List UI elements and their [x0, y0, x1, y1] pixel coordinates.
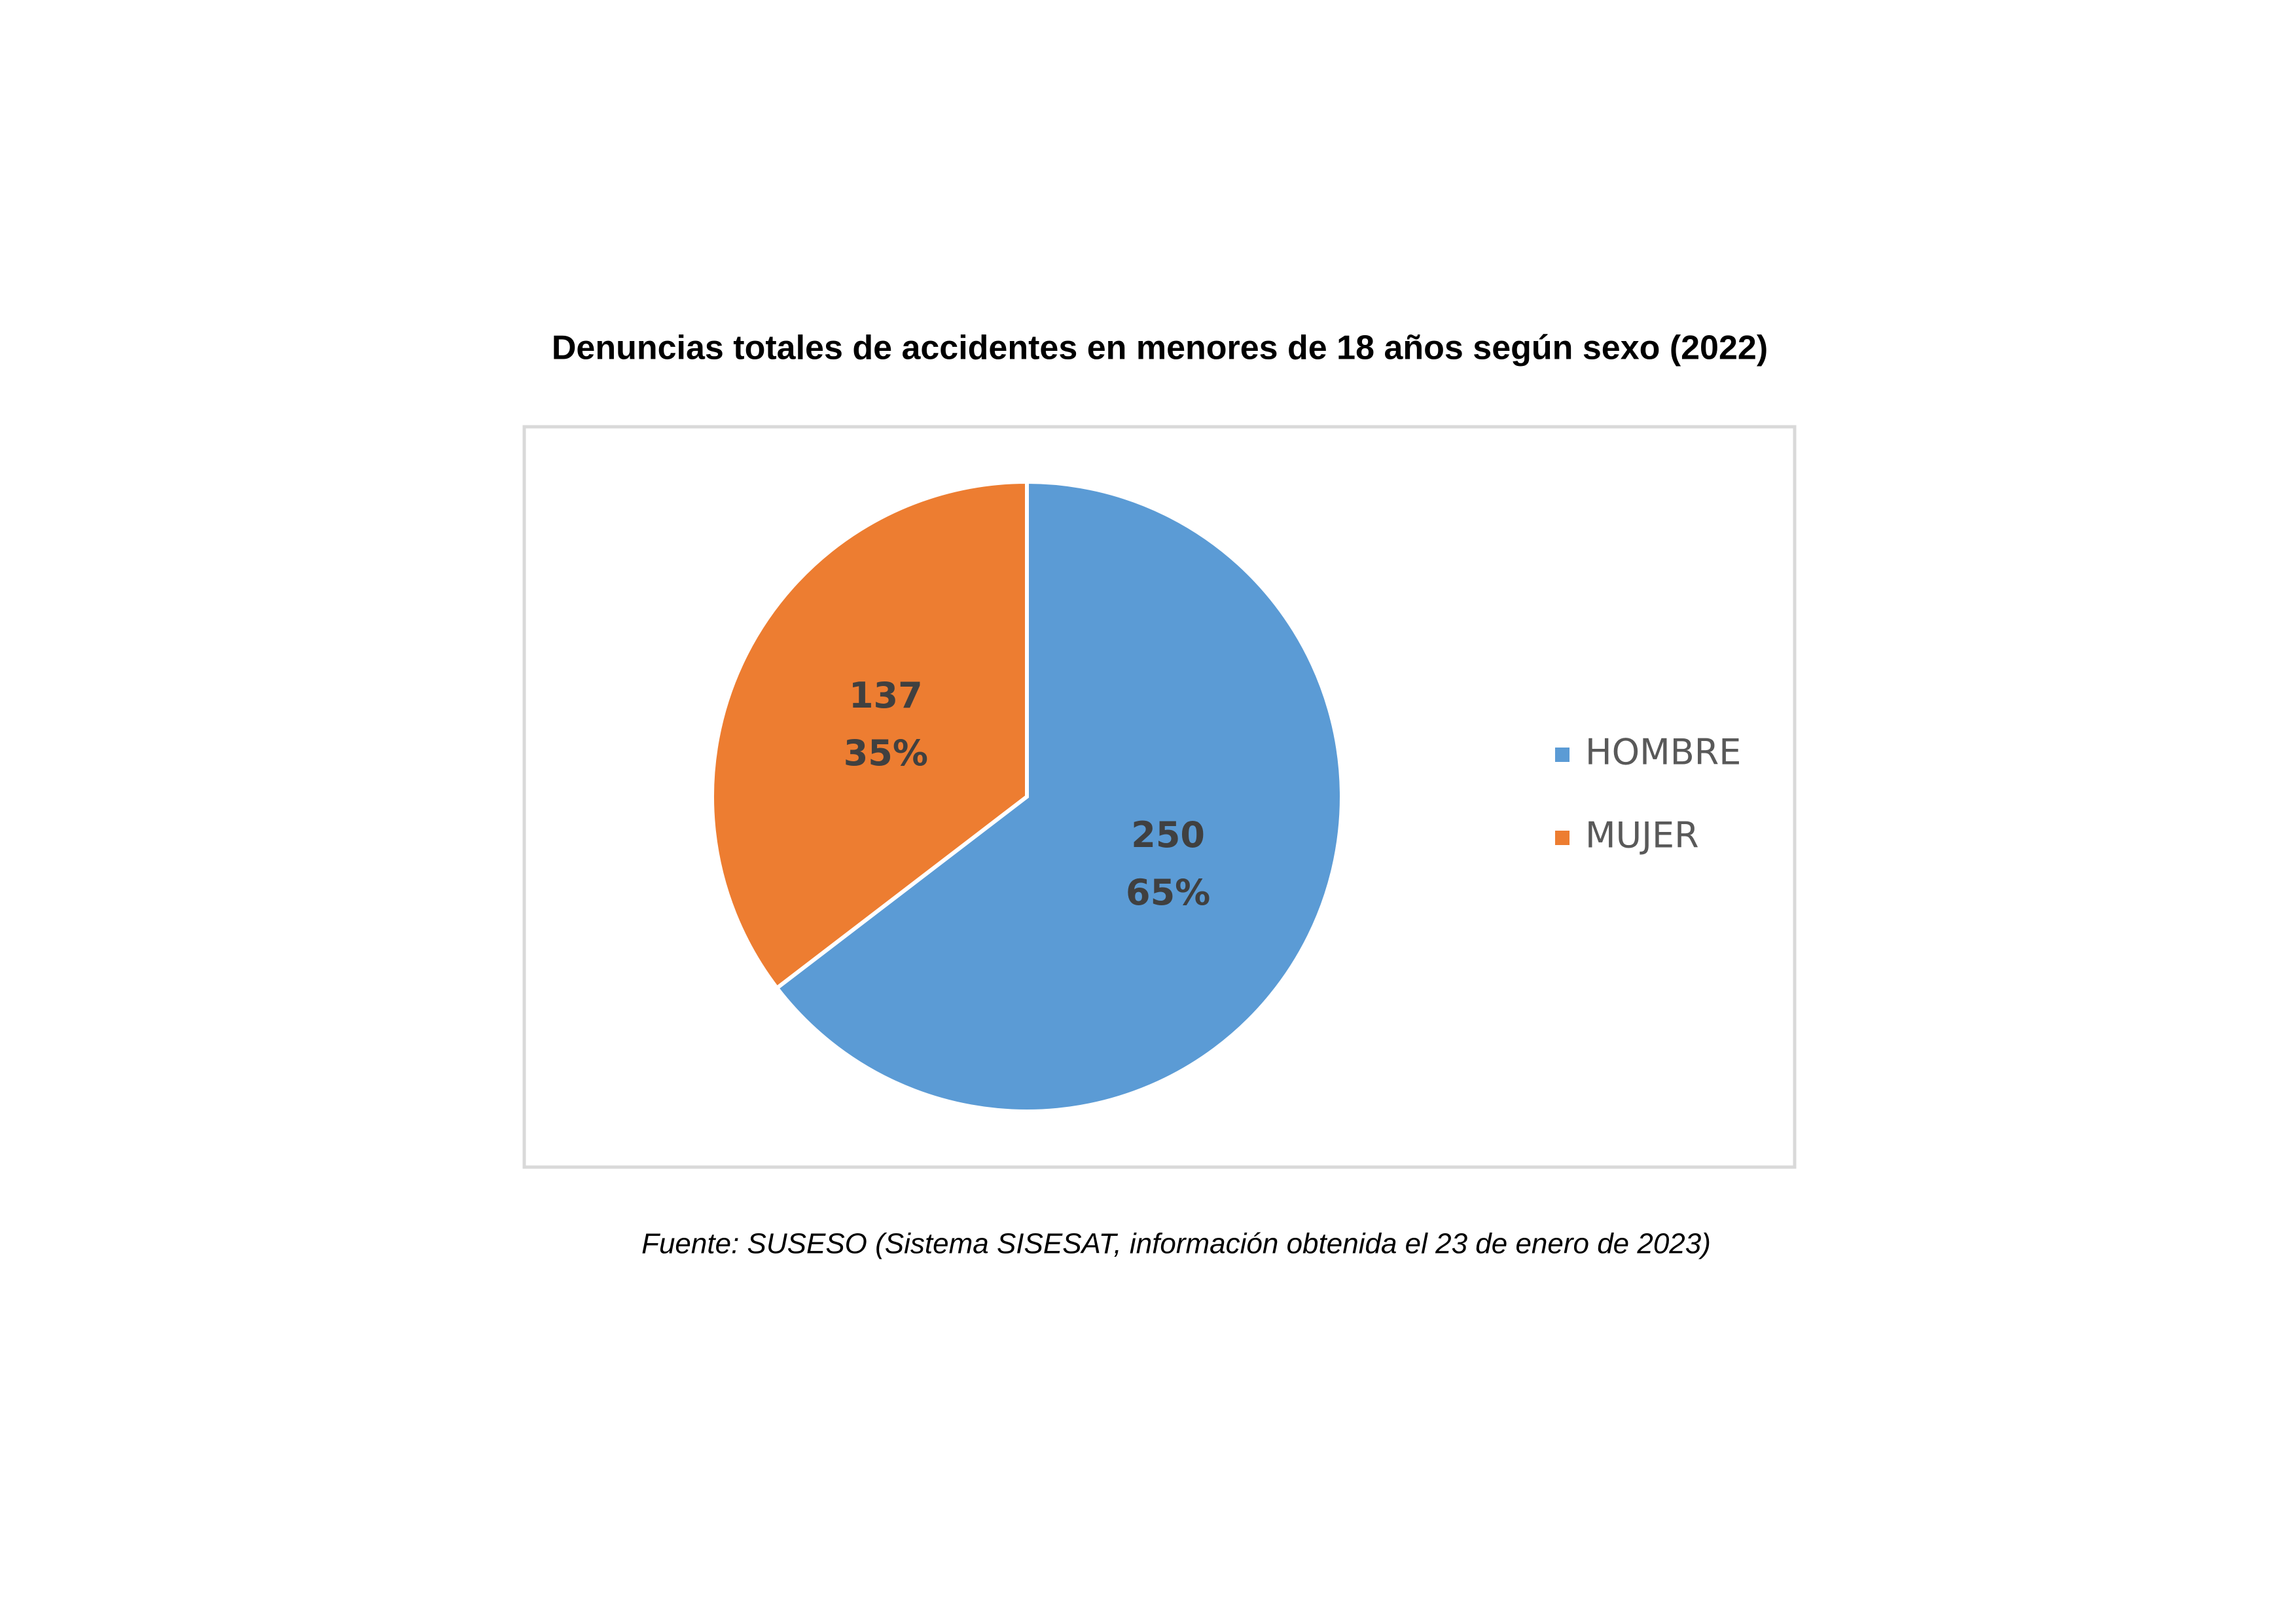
data-label: 137 [849, 675, 923, 716]
legend-label: MUJER [1585, 815, 1699, 856]
legend-marker [1555, 831, 1570, 845]
source-note: Fuente: SUSESO (Sistema SISESAT, informa… [641, 1228, 1711, 1260]
data-label: 250 [1131, 814, 1205, 856]
percent-label: 35% [844, 732, 928, 774]
legend-marker [1555, 748, 1570, 762]
chart-title: Denuncias totales de accidentes en menor… [552, 329, 1768, 367]
percent-label: 65% [1126, 872, 1210, 913]
pie-slice [710, 479, 1029, 991]
legend-label: HOMBRE [1585, 732, 1741, 773]
pie-slice [774, 479, 1344, 1113]
